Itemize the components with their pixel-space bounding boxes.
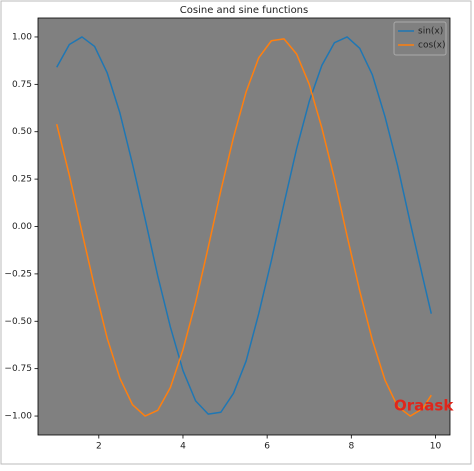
x-tick-label: 10 (430, 442, 442, 452)
x-tick-label: 4 (180, 442, 186, 452)
line-series (55, 38, 432, 417)
x-tick-label: 8 (348, 442, 354, 452)
x-tick-label: 6 (264, 442, 270, 452)
y-tick-label: 0.25 (12, 175, 32, 185)
legend-label: sin(x) (418, 27, 443, 37)
y-tick-label: 0.75 (12, 80, 32, 90)
y-tick-label: −1.00 (4, 412, 32, 422)
y-tick-label: −0.50 (4, 317, 32, 327)
y-tick-label: 1.00 (12, 32, 32, 42)
y-tick-label: −0.25 (4, 269, 32, 279)
y-tick-label: −0.75 (4, 364, 32, 374)
line-series (56, 36, 433, 415)
y-tick-label: 0.50 (12, 127, 32, 137)
chart-title: Cosine and sine functions (180, 5, 308, 16)
x-tick-label: 2 (96, 442, 102, 452)
plot-area (37, 17, 451, 436)
watermark: Oraask (394, 397, 454, 415)
y-tick-label: 0.00 (12, 222, 32, 232)
legend-label: cos(x) (418, 41, 446, 51)
